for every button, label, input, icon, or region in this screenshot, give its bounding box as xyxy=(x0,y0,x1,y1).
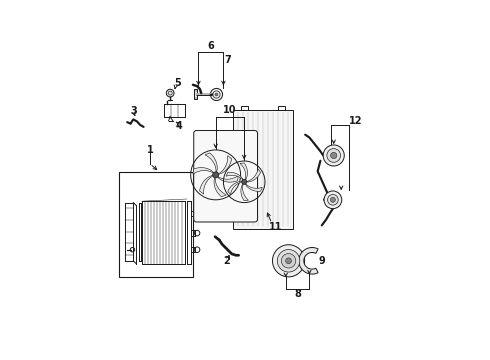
Text: 2: 2 xyxy=(223,256,229,266)
Circle shape xyxy=(215,93,218,96)
Bar xyxy=(195,90,197,99)
Circle shape xyxy=(210,89,222,100)
Circle shape xyxy=(330,197,335,202)
Circle shape xyxy=(286,258,292,264)
Polygon shape xyxy=(241,184,248,201)
Polygon shape xyxy=(240,163,247,180)
Text: 8: 8 xyxy=(294,289,301,299)
FancyBboxPatch shape xyxy=(194,131,258,222)
Polygon shape xyxy=(247,169,261,182)
Polygon shape xyxy=(199,175,213,194)
Text: 11: 11 xyxy=(270,222,283,232)
Text: 4: 4 xyxy=(176,121,182,131)
Text: 9: 9 xyxy=(318,256,325,266)
Circle shape xyxy=(166,89,174,97)
Polygon shape xyxy=(299,248,318,274)
Bar xyxy=(278,105,285,110)
Circle shape xyxy=(324,191,342,209)
Circle shape xyxy=(328,194,338,205)
Bar xyxy=(241,105,247,110)
Text: 5: 5 xyxy=(174,78,181,89)
Bar xyxy=(120,172,193,278)
Circle shape xyxy=(327,149,341,162)
Circle shape xyxy=(323,145,344,166)
Circle shape xyxy=(277,249,300,272)
Polygon shape xyxy=(228,181,242,195)
Polygon shape xyxy=(219,156,232,174)
Polygon shape xyxy=(205,153,217,172)
Text: 10: 10 xyxy=(223,105,237,115)
Polygon shape xyxy=(218,176,238,182)
Circle shape xyxy=(272,245,305,277)
Text: 6: 6 xyxy=(208,41,214,51)
Text: 12: 12 xyxy=(349,116,363,126)
Circle shape xyxy=(213,172,219,178)
Bar xyxy=(233,110,293,229)
Polygon shape xyxy=(193,168,214,174)
Text: 7: 7 xyxy=(224,55,231,65)
Text: 3: 3 xyxy=(130,106,137,116)
Polygon shape xyxy=(226,172,243,180)
Circle shape xyxy=(331,152,337,159)
Polygon shape xyxy=(245,184,262,192)
Circle shape xyxy=(242,179,246,184)
Circle shape xyxy=(281,253,296,268)
Polygon shape xyxy=(214,178,226,197)
Text: 1: 1 xyxy=(147,145,153,155)
